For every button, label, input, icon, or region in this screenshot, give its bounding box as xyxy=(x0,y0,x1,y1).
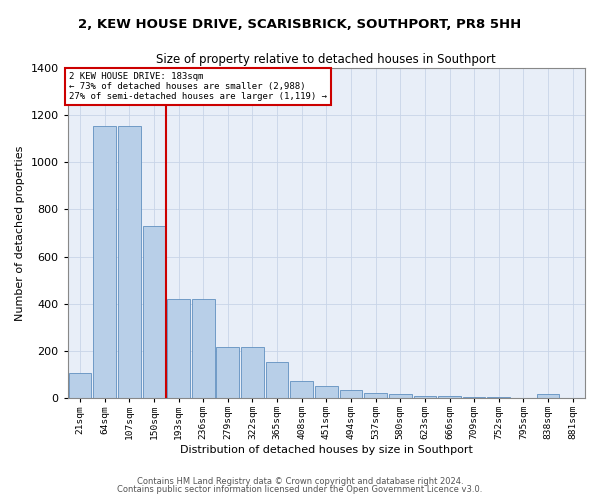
Bar xyxy=(143,226,165,398)
Bar xyxy=(537,394,559,398)
Text: 2, KEW HOUSE DRIVE, SCARISBRICK, SOUTHPORT, PR8 5HH: 2, KEW HOUSE DRIVE, SCARISBRICK, SOUTHPO… xyxy=(79,18,521,30)
X-axis label: Distribution of detached houses by size in Southport: Distribution of detached houses by size … xyxy=(180,445,473,455)
Bar xyxy=(487,397,510,398)
Text: Contains HM Land Registry data © Crown copyright and database right 2024.: Contains HM Land Registry data © Crown c… xyxy=(137,477,463,486)
Bar xyxy=(266,362,289,398)
Bar xyxy=(364,394,387,398)
Bar xyxy=(438,396,461,398)
Bar xyxy=(192,299,215,398)
Bar xyxy=(340,390,362,398)
Bar xyxy=(290,381,313,398)
Bar xyxy=(94,126,116,398)
Text: Contains public sector information licensed under the Open Government Licence v3: Contains public sector information licen… xyxy=(118,485,482,494)
Bar xyxy=(389,394,412,398)
Bar xyxy=(315,386,338,398)
Bar xyxy=(68,374,91,398)
Text: 2 KEW HOUSE DRIVE: 183sqm
← 73% of detached houses are smaller (2,988)
27% of se: 2 KEW HOUSE DRIVE: 183sqm ← 73% of detac… xyxy=(69,72,327,102)
Bar xyxy=(413,396,436,398)
Title: Size of property relative to detached houses in Southport: Size of property relative to detached ho… xyxy=(157,52,496,66)
Bar xyxy=(217,346,239,398)
Bar xyxy=(241,346,264,398)
Bar xyxy=(463,397,485,398)
Bar xyxy=(167,299,190,398)
Y-axis label: Number of detached properties: Number of detached properties xyxy=(15,146,25,320)
Bar xyxy=(118,126,140,398)
